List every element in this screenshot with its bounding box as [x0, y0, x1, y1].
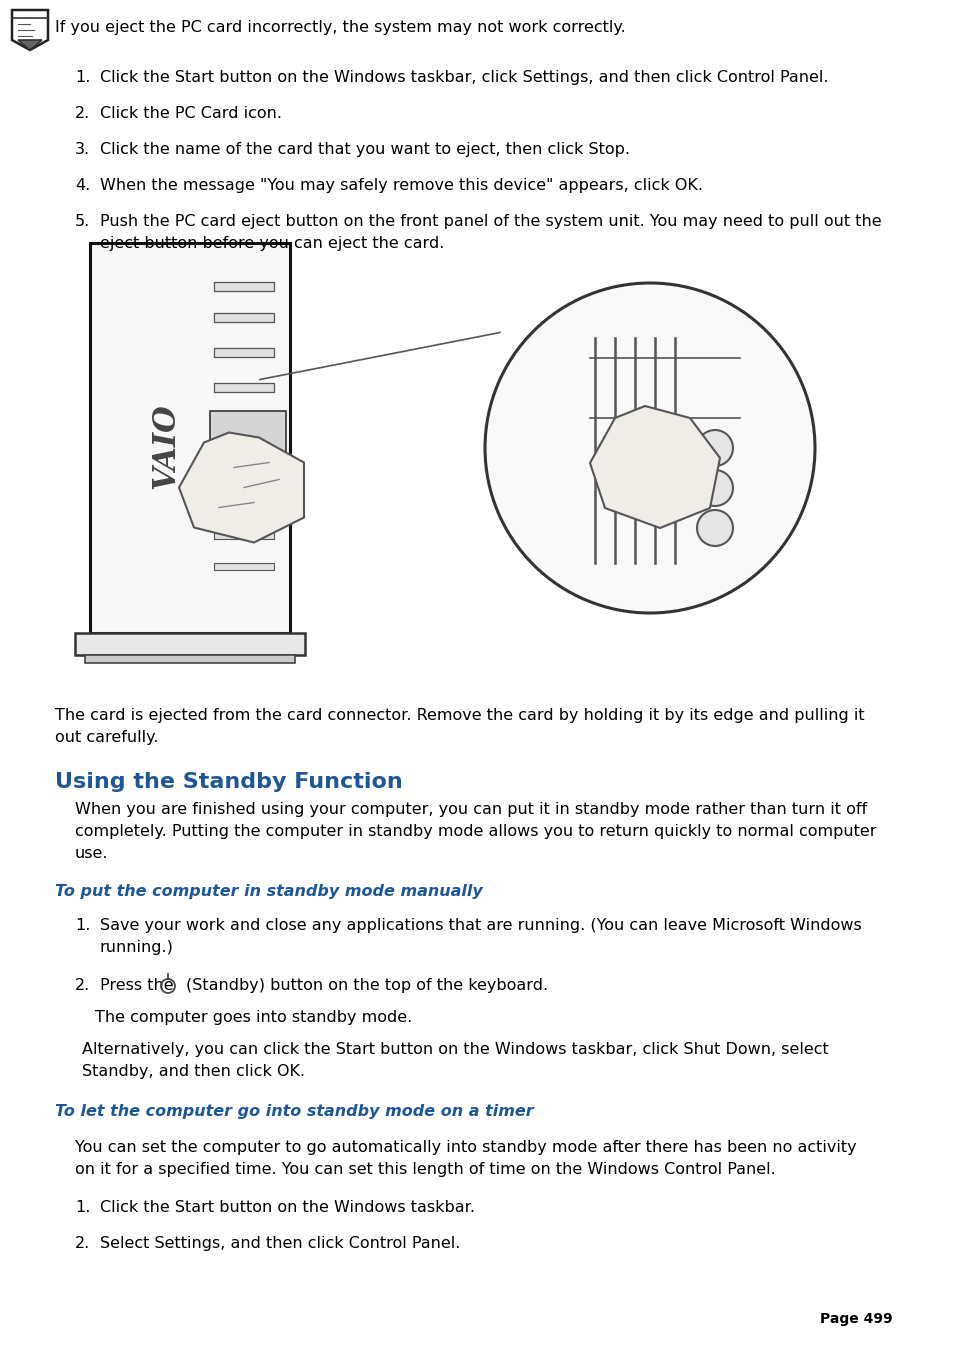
- Text: The card is ejected from the card connector. Remove the card by holding it by it: The card is ejected from the card connec…: [55, 708, 863, 723]
- Text: The computer goes into standby mode.: The computer goes into standby mode.: [95, 1011, 412, 1025]
- Text: 2.: 2.: [75, 978, 91, 993]
- Bar: [213, 423, 228, 436]
- Text: Push the PC card eject button on the front panel of the system unit. You may nee: Push the PC card eject button on the fro…: [100, 213, 881, 230]
- Circle shape: [697, 470, 732, 507]
- Text: Save your work and close any applications that are running. (You can leave Micro: Save your work and close any application…: [100, 917, 861, 934]
- Bar: [213, 282, 274, 290]
- Bar: [213, 500, 274, 508]
- Text: To let the computer go into standby mode on a timer: To let the computer go into standby mode…: [55, 1104, 533, 1119]
- Text: Select Settings, and then click Control Panel.: Select Settings, and then click Control …: [100, 1236, 460, 1251]
- Polygon shape: [179, 432, 304, 543]
- Text: running.): running.): [100, 940, 173, 955]
- Text: Click the name of the card that you want to eject, then click Stop.: Click the name of the card that you want…: [100, 142, 629, 157]
- Bar: [210, 411, 286, 481]
- Bar: [213, 384, 274, 392]
- Text: Alternatively, you can click the Start button on the Windows taskbar, click Shut: Alternatively, you can click the Start b…: [82, 1042, 828, 1056]
- Text: Click the Start button on the Windows taskbar.: Click the Start button on the Windows ta…: [100, 1200, 475, 1215]
- Bar: [75, 634, 305, 655]
- Polygon shape: [589, 407, 720, 528]
- Text: use.: use.: [75, 846, 109, 861]
- Text: You can set the computer to go automatically into standby mode after there has b: You can set the computer to go automatic…: [75, 1140, 856, 1155]
- Text: 5.: 5.: [75, 213, 91, 230]
- Text: eject button before you can eject the card.: eject button before you can eject the ca…: [100, 236, 444, 251]
- Text: on it for a specified time. You can set this length of time on the Windows Contr: on it for a specified time. You can set …: [75, 1162, 775, 1177]
- Bar: [213, 313, 274, 322]
- Text: If you eject the PC card incorrectly, the system may not work correctly.: If you eject the PC card incorrectly, th…: [55, 20, 625, 35]
- Text: out carefully.: out carefully.: [55, 730, 158, 744]
- Circle shape: [697, 430, 732, 466]
- Text: 4.: 4.: [75, 178, 91, 193]
- Text: Click the Start button on the Windows taskbar, click Settings, and then click Co: Click the Start button on the Windows ta…: [100, 70, 827, 85]
- Bar: [213, 349, 274, 357]
- Text: 1.: 1.: [75, 917, 91, 934]
- Bar: [213, 563, 274, 570]
- Text: VAIO: VAIO: [151, 403, 181, 489]
- Text: 1.: 1.: [75, 70, 91, 85]
- Circle shape: [697, 509, 732, 546]
- Text: 2.: 2.: [75, 105, 91, 122]
- Text: To put the computer in standby mode manually: To put the computer in standby mode manu…: [55, 884, 482, 898]
- Text: Click the PC Card icon.: Click the PC Card icon.: [100, 105, 282, 122]
- Text: 3.: 3.: [75, 142, 90, 157]
- Bar: [85, 655, 294, 663]
- Text: When you are finished using your computer, you can put it in standby mode rather: When you are finished using your compute…: [75, 802, 866, 817]
- Bar: [213, 462, 228, 476]
- Text: Standby, and then click OK.: Standby, and then click OK.: [82, 1065, 305, 1079]
- Text: When the message "You may safely remove this device" appears, click OK.: When the message "You may safely remove …: [100, 178, 702, 193]
- Text: Using the Standby Function: Using the Standby Function: [55, 771, 402, 792]
- Text: 1.: 1.: [75, 1200, 91, 1215]
- Text: Page 499: Page 499: [820, 1312, 892, 1325]
- Bar: [90, 243, 290, 634]
- Text: completely. Putting the computer in standby mode allows you to return quickly to: completely. Putting the computer in stan…: [75, 824, 876, 839]
- Text: Press the: Press the: [100, 978, 173, 993]
- Bar: [213, 531, 274, 539]
- Text: (Standby) button on the top of the keyboard.: (Standby) button on the top of the keybo…: [186, 978, 548, 993]
- Polygon shape: [18, 41, 42, 50]
- Circle shape: [484, 282, 814, 613]
- Text: 2.: 2.: [75, 1236, 91, 1251]
